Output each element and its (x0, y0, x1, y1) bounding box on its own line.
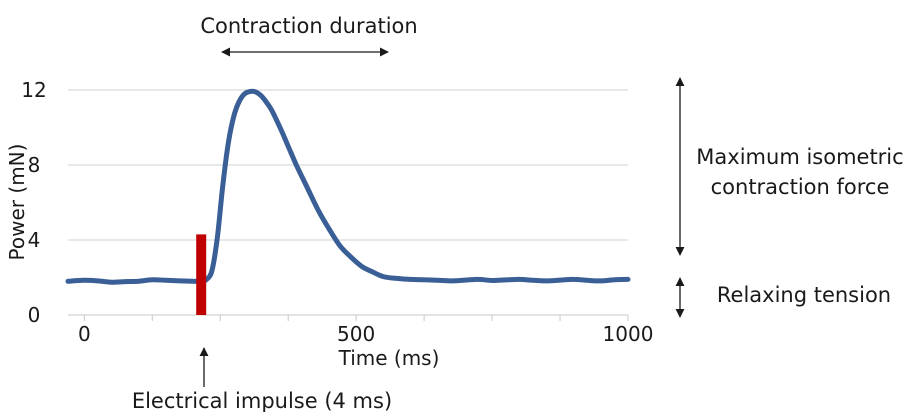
y-axis-label: Power (mN) (5, 144, 29, 261)
y-tick-labels: 0 4 8 12 (21, 78, 46, 327)
relaxing-tension-label: Relaxing tension (717, 283, 891, 307)
y-tick-label: 4 (28, 228, 41, 252)
gridlines (68, 89, 628, 241)
x-tick-labels: 0 500 1000 (78, 322, 654, 346)
x-axis-label: Time (ms) (338, 346, 440, 370)
x-tick-label: 500 (337, 322, 375, 346)
x-tick-label: 1000 (603, 322, 654, 346)
x-tick-marks (83, 315, 629, 321)
electrical-impulse-bar (196, 234, 207, 315)
y-tick-label: 12 (21, 78, 46, 102)
y-tick-label: 0 (28, 303, 41, 327)
series-line (65, 88, 631, 285)
max-force-label-line2: contraction force (711, 175, 890, 199)
y-tick-label: 8 (28, 153, 41, 177)
contraction-duration-label: Contraction duration (200, 14, 417, 38)
max-force-label-line1: Maximum isometric (696, 145, 903, 169)
x-tick-label: 0 (78, 322, 91, 346)
electrical-impulse-label: Electrical impulse (4 ms) (132, 389, 392, 412)
